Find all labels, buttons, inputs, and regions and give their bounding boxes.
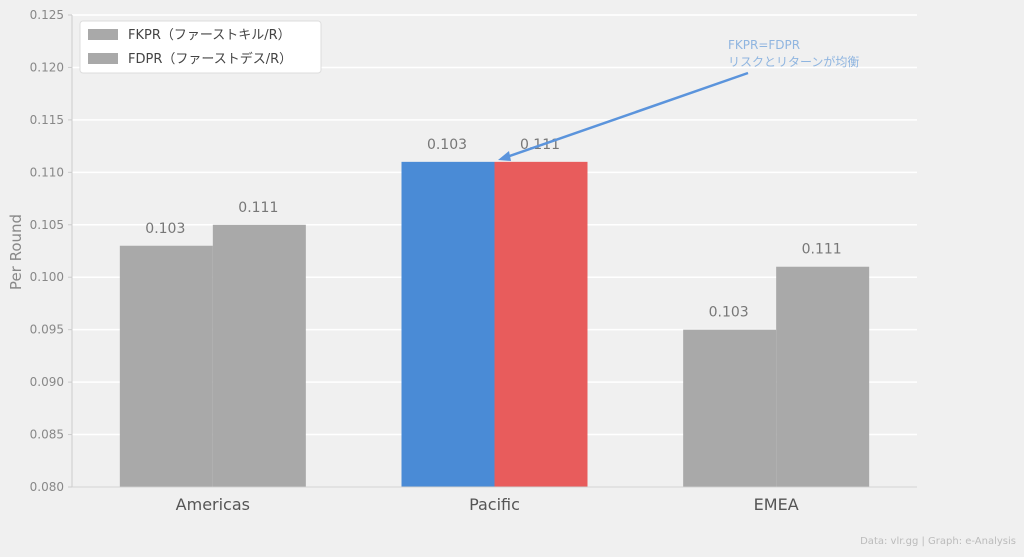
x-category-label: Americas (176, 495, 250, 514)
x-category-label: EMEA (754, 495, 799, 514)
x-category-label: Pacific (469, 495, 520, 514)
data-label: 0.103 (427, 137, 467, 153)
y-tick-label: 0.090 (30, 375, 64, 389)
bars (119, 161, 870, 487)
data-label: 0.103 (709, 305, 749, 321)
bar-americas-fkpr (119, 245, 213, 487)
data-label: 0.103 (145, 221, 185, 237)
y-tick-label: 0.080 (30, 480, 64, 494)
bar-pacific-fdpr (494, 161, 588, 487)
annotation-line-1: FKPR=FDPR (728, 38, 800, 52)
y-tick-labels: 0.080 0.085 0.090 0.095 0.100 0.105 0.110 0.115… (30, 8, 64, 494)
legend-label-fkpr: FKPR（ファーストキル/R） (128, 28, 291, 43)
y-tick-label: 0.085 (30, 428, 64, 442)
data-label: 0.111 (802, 242, 842, 258)
annotation-arrow-head (498, 151, 511, 161)
bar-pacific-fkpr (401, 161, 495, 487)
y-tick-label: 0.115 (30, 113, 64, 127)
bar-emea-fkpr (683, 329, 777, 487)
annotation: FKPR=FDPR リスクとリターンが均衡 (498, 38, 859, 161)
y-tick-label: 0.105 (30, 218, 64, 232)
y-tick-label: 0.120 (30, 60, 64, 74)
legend-label-fdpr: FDPR（ファーストデス/R） (128, 51, 292, 67)
x-category-labels: Americas Pacific EMEA (176, 495, 799, 514)
legend-swatch-fdpr (88, 53, 118, 64)
legend: FKPR（ファーストキル/R） FDPR（ファーストデス/R） (79, 20, 322, 74)
credit-text: Data: vlr.gg | Graph: e-Analysis (860, 536, 1016, 547)
annotation-line-2: リスクとリターンが均衡 (728, 54, 859, 69)
legend-swatch-fkpr (88, 29, 118, 40)
y-tick-label: 0.095 (30, 323, 64, 337)
legend-box (79, 20, 322, 74)
data-label: 0.111 (238, 200, 278, 216)
bar-americas-fdpr (212, 224, 306, 487)
annotation-arrow (503, 71, 749, 160)
y-tick-label: 0.110 (30, 165, 64, 179)
y-tick-label: 0.100 (30, 270, 64, 284)
y-tick-label: 0.125 (30, 8, 64, 22)
axes (68, 14, 917, 488)
y-axis-label: Per Round (7, 214, 25, 290)
bar-emea-fdpr (776, 266, 870, 487)
